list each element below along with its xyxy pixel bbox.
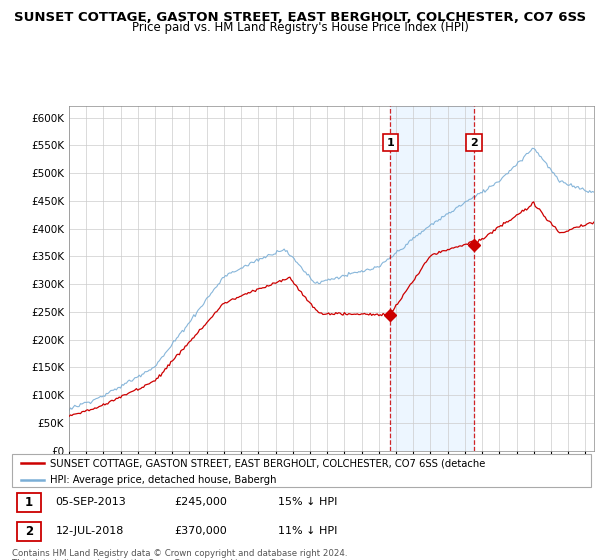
Text: 05-SEP-2013: 05-SEP-2013 xyxy=(55,497,126,507)
Text: Contains HM Land Registry data © Crown copyright and database right 2024.
This d: Contains HM Land Registry data © Crown c… xyxy=(12,549,347,560)
Text: £245,000: £245,000 xyxy=(174,497,227,507)
Text: SUNSET COTTAGE, GASTON STREET, EAST BERGHOLT, COLCHESTER, CO7 6SS: SUNSET COTTAGE, GASTON STREET, EAST BERG… xyxy=(14,11,586,24)
Text: 1: 1 xyxy=(386,138,394,148)
Text: 2: 2 xyxy=(25,525,33,538)
FancyBboxPatch shape xyxy=(17,522,41,541)
Text: 2: 2 xyxy=(470,138,478,148)
FancyBboxPatch shape xyxy=(17,493,41,512)
FancyBboxPatch shape xyxy=(12,454,591,487)
Text: HPI: Average price, detached house, Babergh: HPI: Average price, detached house, Babe… xyxy=(50,475,276,485)
Text: SUNSET COTTAGE, GASTON STREET, EAST BERGHOLT, COLCHESTER, CO7 6SS (detache: SUNSET COTTAGE, GASTON STREET, EAST BERG… xyxy=(50,458,485,468)
Text: Price paid vs. HM Land Registry's House Price Index (HPI): Price paid vs. HM Land Registry's House … xyxy=(131,21,469,34)
Text: 11% ↓ HPI: 11% ↓ HPI xyxy=(278,526,338,536)
Bar xyxy=(391,106,474,451)
Text: 15% ↓ HPI: 15% ↓ HPI xyxy=(278,497,338,507)
Text: 1: 1 xyxy=(25,496,33,509)
Text: £370,000: £370,000 xyxy=(174,526,227,536)
Text: 12-JUL-2018: 12-JUL-2018 xyxy=(55,526,124,536)
